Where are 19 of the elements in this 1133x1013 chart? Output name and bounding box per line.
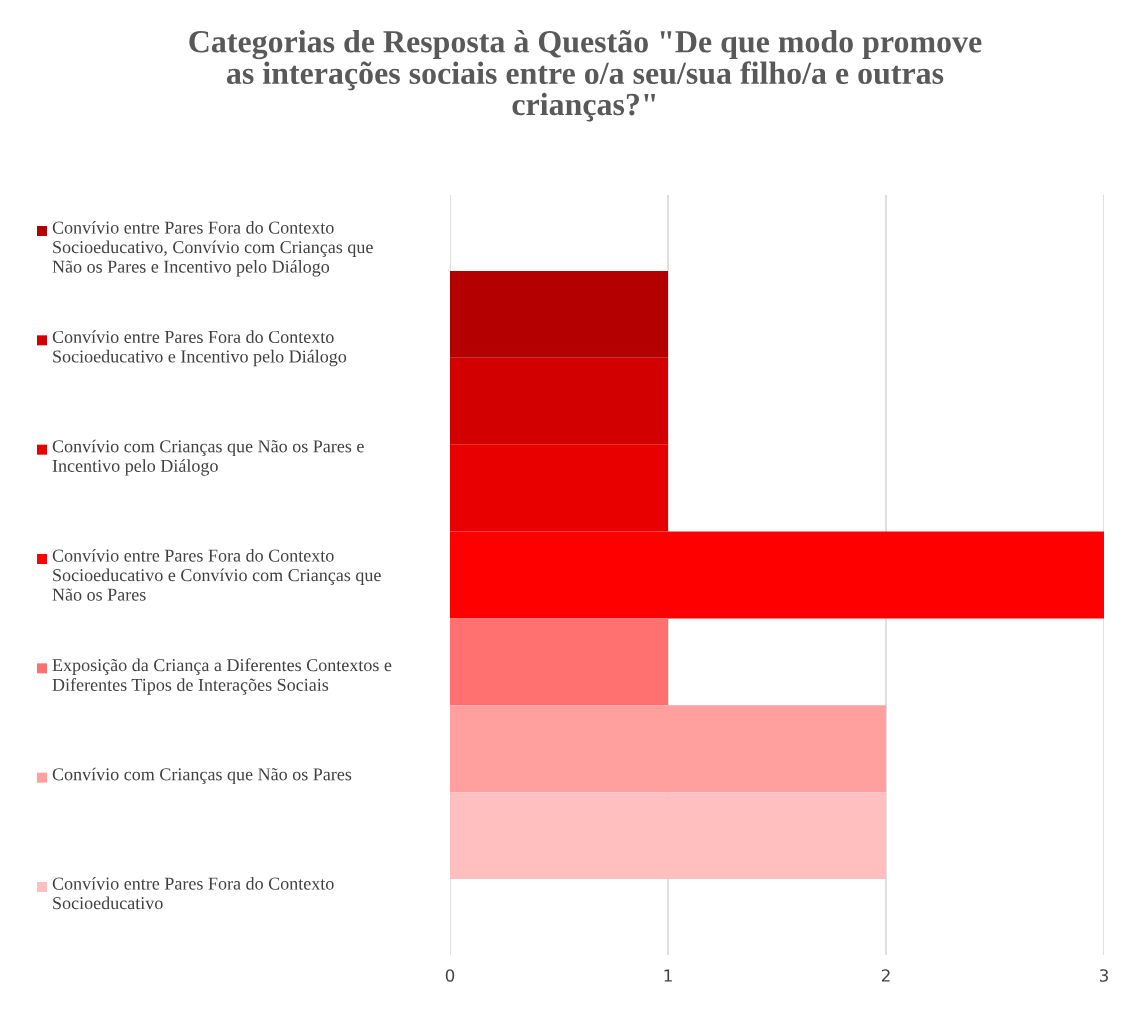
bar xyxy=(450,271,668,358)
x-tick-label: 1 xyxy=(664,969,672,982)
legend-label: Convívio entre Pares Fora do Contexto Socioeducativo e Convívio com Crianças que Não os Pares xyxy=(52,548,381,601)
bar xyxy=(450,705,886,793)
x-tick-label: 3 xyxy=(1099,969,1108,982)
chart-title: Categorias de Resposta à Questão "De que modo promove as interações sociais entre o/a seu/sua filho/a e outras crianças?" xyxy=(189,30,982,122)
bar xyxy=(450,618,668,706)
legend-label: Convívio entre Pares Fora do Contexto Socioeducativo xyxy=(52,876,334,910)
legend-label: Convívio entre Pares Fora do Contexto Socioeducativo e Incentivo pelo Diálogo xyxy=(52,330,347,367)
bar xyxy=(450,531,1104,619)
bar xyxy=(450,792,886,879)
legend-label: Convívio entre Pares Fora do Contexto Socioeducativo, Convívio com Crianças que Não os Pares e Incentivo pelo Diálogo xyxy=(52,220,373,277)
bar xyxy=(450,357,668,445)
x-tick-label: 0 xyxy=(445,969,455,982)
bar xyxy=(450,444,668,532)
legend-label: Exposição da Criança a Diferentes Contextos e Diferentes Tipos de Interações Sociais xyxy=(52,658,392,695)
legend-label: Convívio com Crianças que Não os Pares xyxy=(52,767,352,785)
legend-label: Convívio com Crianças que Não os Pares e Incentivo pelo Diálogo xyxy=(52,439,364,476)
x-tick-label: 2 xyxy=(881,969,890,982)
